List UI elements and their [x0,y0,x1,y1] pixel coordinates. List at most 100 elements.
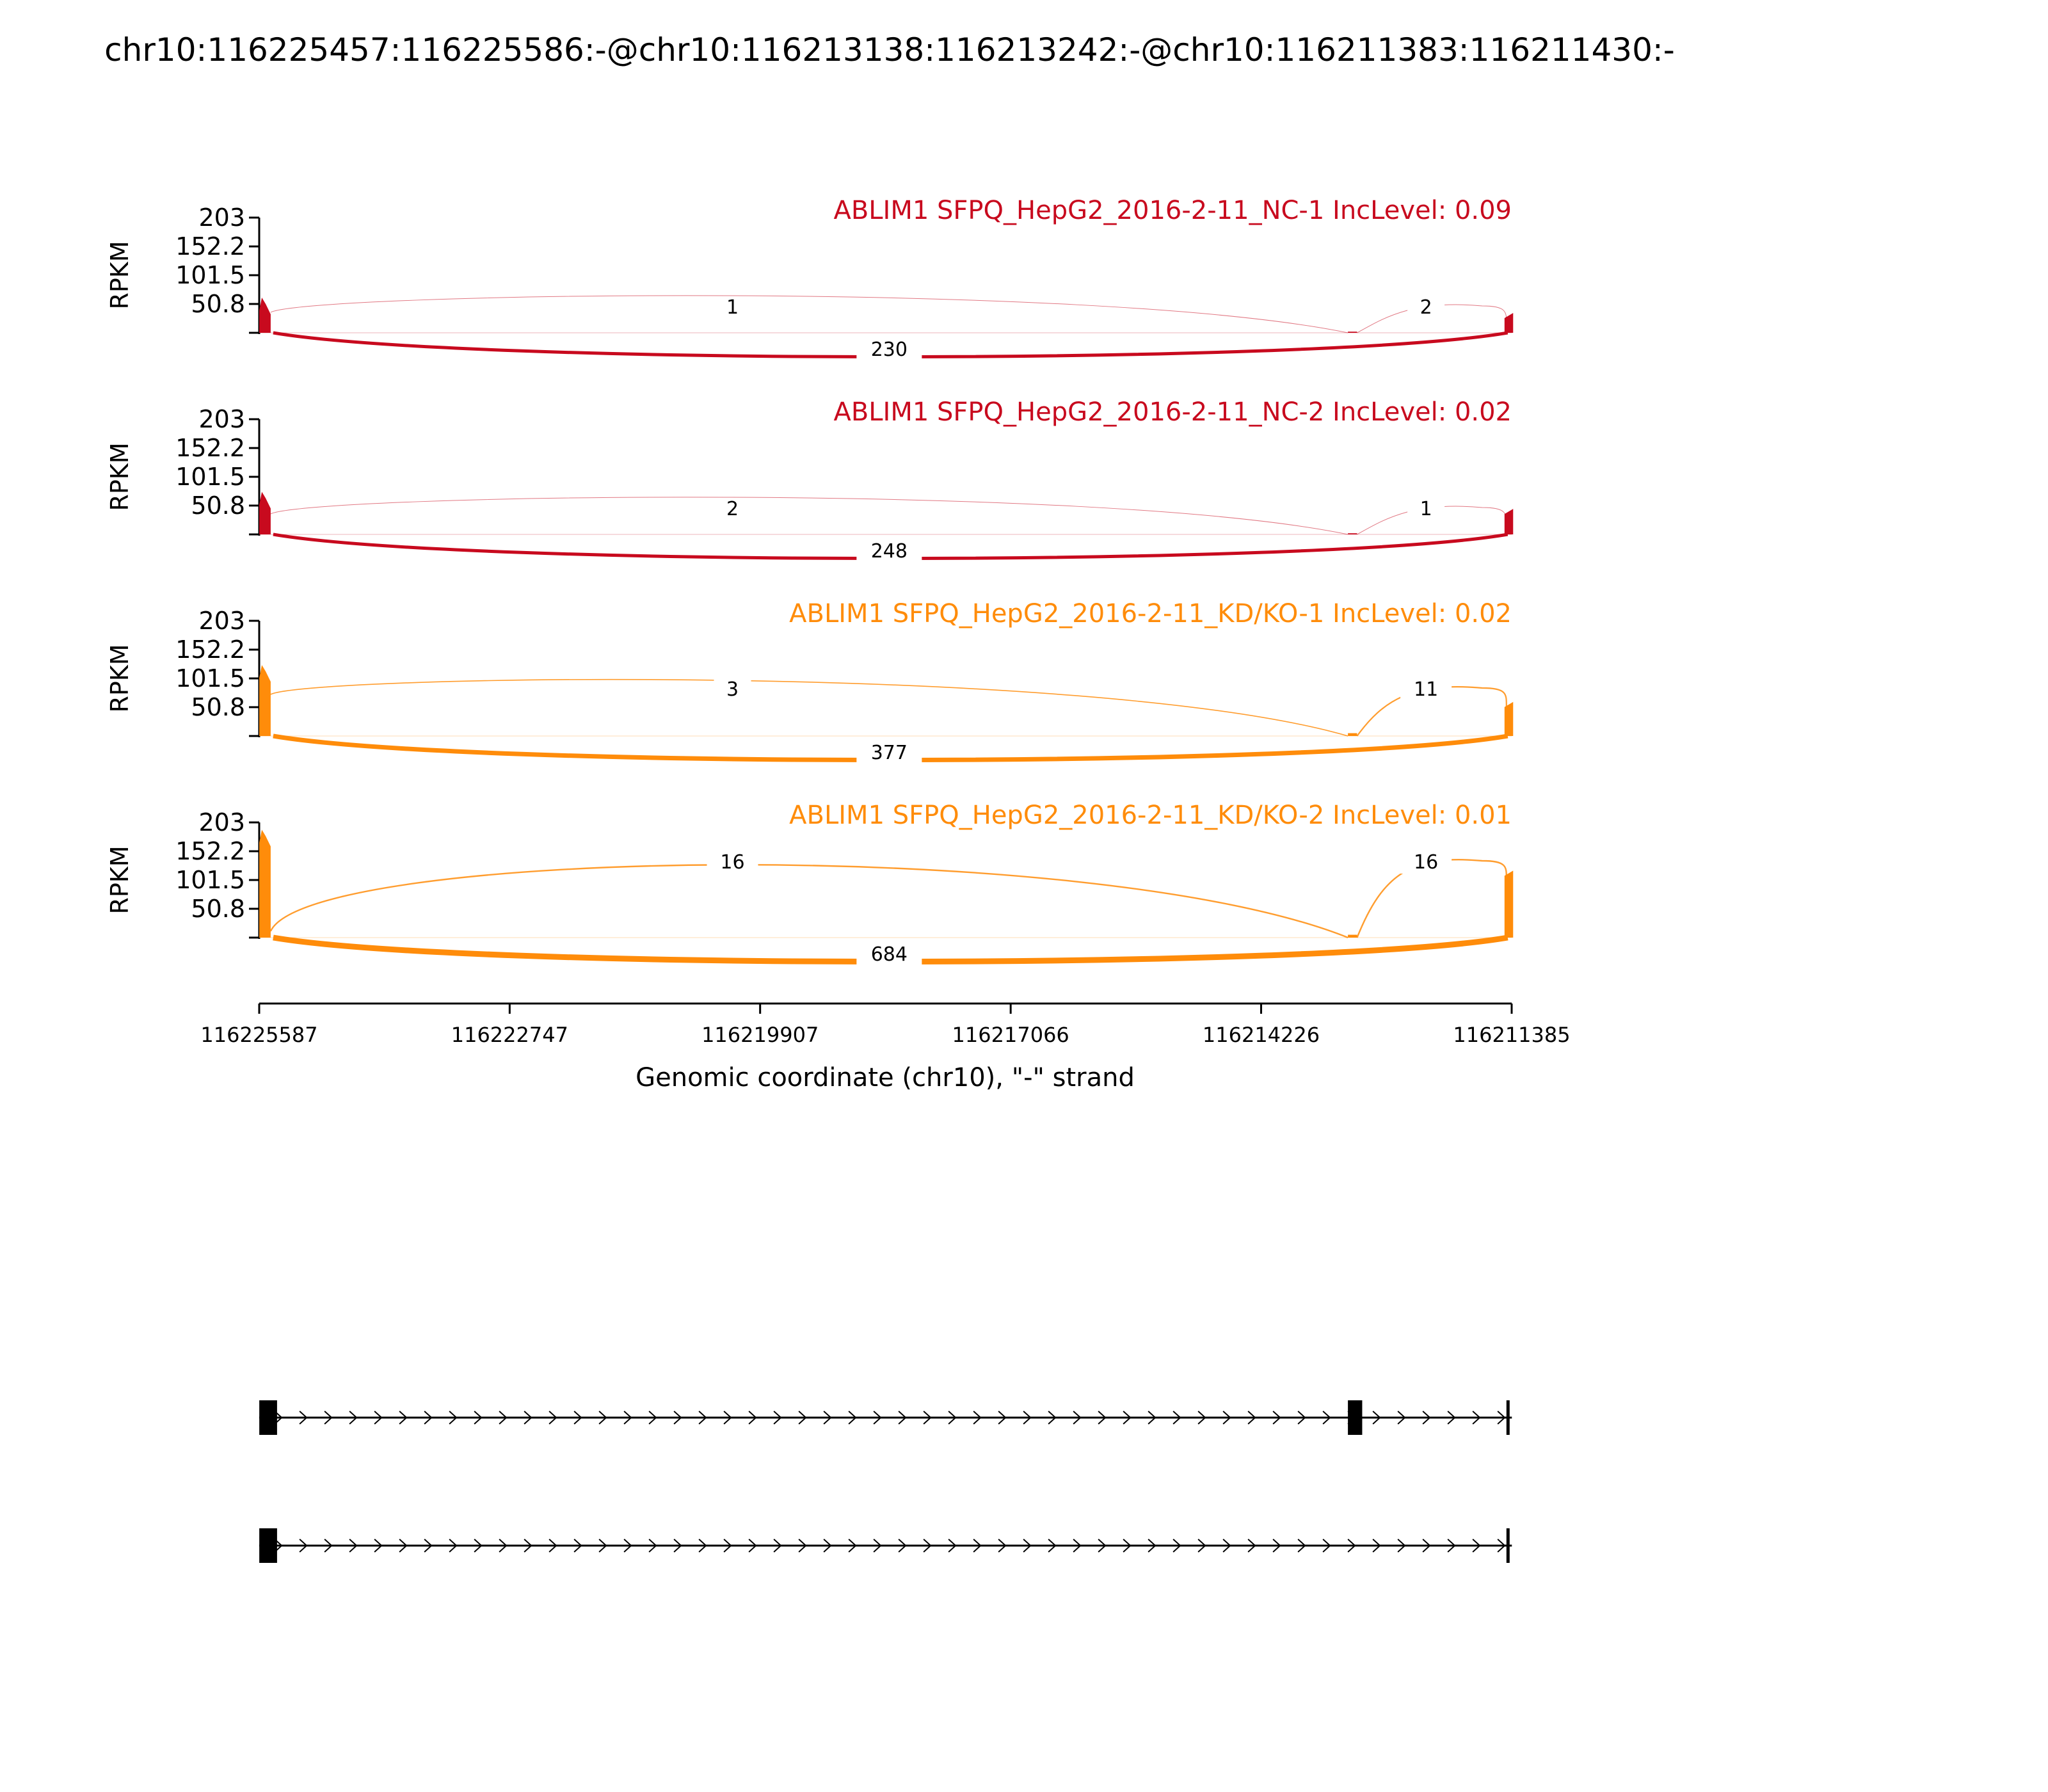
y-axis-label: RPKM [106,644,134,712]
strand-chevron [1148,1539,1156,1553]
strand-chevron [648,1539,657,1553]
panel-title: ABLIM1 SFPQ_HepG2_2016-2-11_NC-1 IncLeve… [833,196,1512,225]
strand-chevron [1023,1539,1032,1553]
strand-chevron [623,1539,632,1553]
junction-downstream [1357,304,1507,333]
y-tick-label: 152.2 [175,434,245,462]
strand-chevron [923,1539,932,1553]
strand-chevron [1322,1411,1331,1425]
strand-chevron [873,1539,882,1553]
junction-upstream-label: 1 [726,296,739,319]
y-tick-label: 101.5 [175,664,245,692]
coverage-peak-exon3 [1504,312,1514,333]
strand-chevron [1098,1411,1107,1425]
junction-downstream-label-bg [1400,852,1452,874]
y-axis-label: RPKM [106,442,134,511]
junction-upstream [270,497,1348,535]
x-tick-label: 116225587 [200,1023,317,1047]
strand-chevron [873,1411,882,1425]
strand-chevron [1123,1411,1132,1425]
strand-chevron [1048,1411,1057,1425]
x-tick-label: 116214226 [1203,1023,1320,1047]
coverage-peak-exon1 [259,492,271,534]
strand-chevron [1372,1539,1381,1553]
strand-chevron [1497,1411,1506,1425]
strand-chevron [648,1411,657,1425]
strand-chevron [324,1539,333,1553]
strand-chevron [324,1411,333,1425]
strand-chevron [723,1539,732,1553]
strand-chevron [973,1539,982,1553]
strand-chevron [573,1539,582,1553]
strand-chevron [1422,1411,1431,1425]
strand-chevron [1197,1539,1206,1553]
strand-chevron [898,1539,907,1553]
strand-chevron [1397,1411,1406,1425]
strand-chevron [923,1411,932,1425]
strand-chevron [798,1539,807,1553]
junction-skip-label-bg [856,742,922,764]
junction-upstream-label-bg [714,297,751,319]
strand-chevron [623,1411,632,1425]
strand-chevron [1197,1411,1206,1425]
strand-chevron [723,1411,732,1425]
junction-upstream-label: 2 [726,498,739,520]
strand-chevron [1172,1411,1181,1425]
junction-skip-label-bg [856,339,922,361]
strand-chevron [1447,1539,1456,1553]
y-tick-label: 101.5 [175,866,245,894]
strand-chevron [1023,1411,1032,1425]
junction-downstream-label: 1 [1420,498,1432,520]
junction-skip-label: 230 [871,339,908,361]
isoform-1 [259,1400,1512,1435]
y-tick-label: 50.8 [191,895,245,923]
strand-chevron [349,1539,358,1553]
strand-chevron [1048,1539,1057,1553]
strand-chevron [1297,1539,1306,1553]
strand-chevron [848,1539,857,1553]
strand-chevron [598,1539,607,1553]
junction-downstream-label-bg [1407,297,1445,319]
junction-upstream [269,864,1348,939]
strand-chevron [399,1539,408,1553]
strand-chevron [1222,1539,1231,1553]
strand-chevron [673,1411,682,1425]
strand-chevron [548,1539,557,1553]
strand-chevron [1073,1411,1082,1425]
strand-chevron [374,1411,383,1425]
chart-title: chr10:116225457:116225586:-@chr10:116213… [104,31,1675,68]
strand-chevron [449,1539,458,1553]
strand-chevron [798,1411,807,1425]
coverage-peak-exon2 [1348,934,1357,938]
strand-chevron [1372,1411,1381,1425]
strand-chevron [1322,1539,1331,1553]
strand-chevron [848,1411,857,1425]
coverage-peak-exon1 [259,298,271,333]
y-tick-label: 50.8 [191,693,245,721]
y-tick-label: 101.5 [175,463,245,491]
x-tick-label: 116211385 [1453,1023,1570,1047]
coverage-peak-exon1 [259,829,271,938]
strand-chevron [1497,1539,1506,1553]
strand-chevron [499,1411,508,1425]
y-tick-label: 203 [198,808,245,836]
junction-skip-label: 377 [871,742,908,764]
y-tick-label: 203 [198,405,245,433]
strand-chevron [474,1539,483,1553]
junction-upstream [270,678,1348,737]
x-tick-label: 116219907 [701,1023,819,1047]
strand-chevron [698,1539,707,1553]
strand-chevron [1347,1539,1356,1553]
strand-chevron [973,1411,982,1425]
strand-chevron [823,1539,832,1553]
strand-chevron [548,1411,557,1425]
coverage-peak-exon2 [1348,533,1357,534]
junction-upstream-label-bg [714,499,751,520]
junction-downstream [1357,506,1507,535]
junction-upstream-label-bg [714,679,751,701]
coverage-peak-exon3 [1504,701,1514,736]
junction-upstream-label-bg [707,852,758,874]
